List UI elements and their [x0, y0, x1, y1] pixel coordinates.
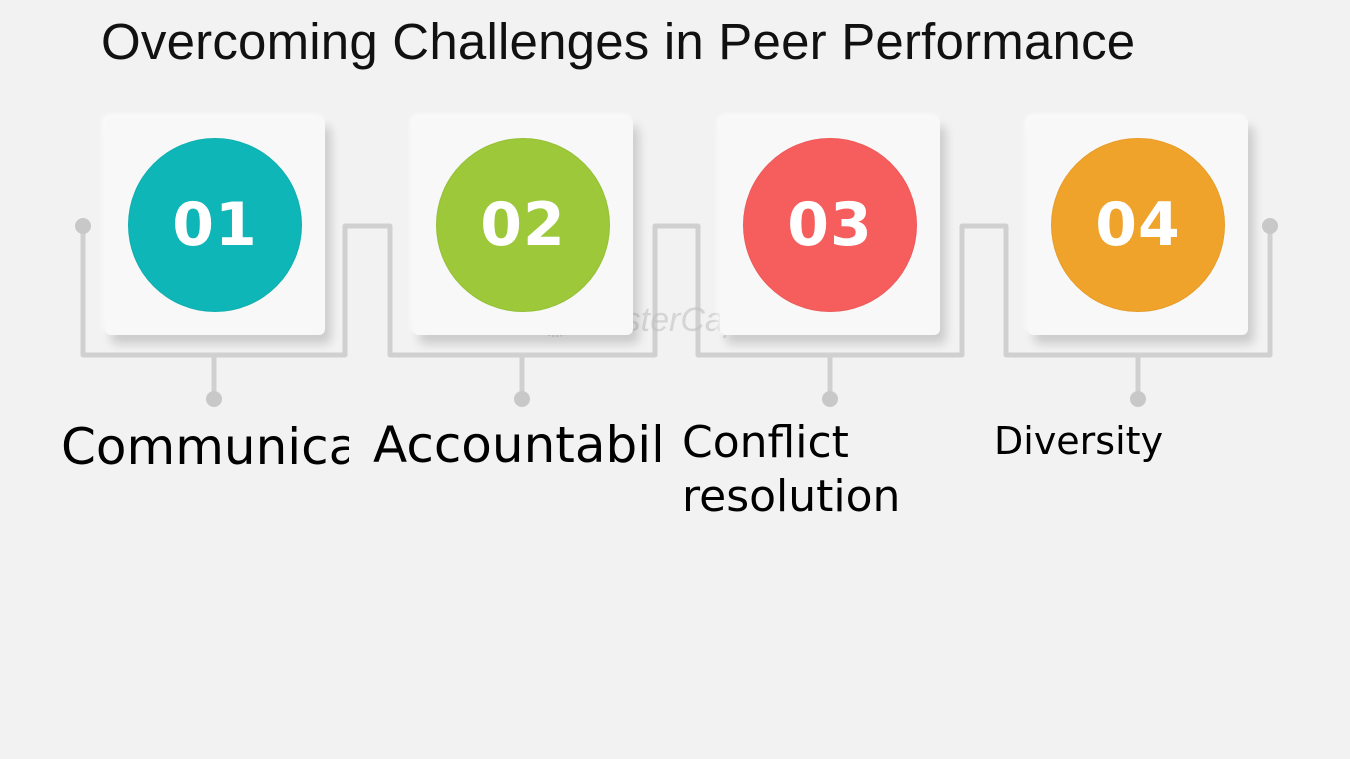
step-label-4-line1: Diversity	[994, 419, 1164, 463]
step-label-3-line1: Conflict	[682, 417, 849, 468]
step-4-dot	[1130, 391, 1146, 407]
timeline-end-dot	[1262, 218, 1278, 234]
step-label-4: Diversity	[994, 418, 1214, 464]
step-circle-4: 04	[1051, 138, 1225, 312]
step-3-dot	[822, 391, 838, 407]
step-number-1: 01	[172, 190, 258, 260]
step-label-1-line1: Communication	[61, 418, 349, 476]
step-card-1: 01	[105, 117, 325, 335]
step-label-1: Communication	[61, 418, 349, 476]
step-label-2: Accountability	[373, 416, 660, 474]
page-title: Overcoming Challenges in Peer Performanc…	[101, 13, 1136, 70]
step-1-dot	[206, 391, 222, 407]
step-card-2: 02	[413, 117, 633, 335]
step-number-3: 03	[787, 190, 873, 260]
step-label-2-line1: Accountability	[373, 416, 660, 474]
step-circle-2: 02	[436, 138, 610, 312]
step-number-4: 04	[1095, 190, 1181, 260]
step-label-3-line2: resolution	[682, 471, 901, 522]
step-card-3: 03	[720, 117, 940, 335]
step-label-3: Conflict resolution	[682, 416, 922, 524]
step-2-dot	[514, 391, 530, 407]
step-card-4: 04	[1028, 117, 1248, 335]
step-circle-3: 03	[743, 138, 917, 312]
timeline-start-dot	[75, 218, 91, 234]
step-circle-1: 01	[128, 138, 302, 312]
step-number-2: 02	[480, 190, 566, 260]
